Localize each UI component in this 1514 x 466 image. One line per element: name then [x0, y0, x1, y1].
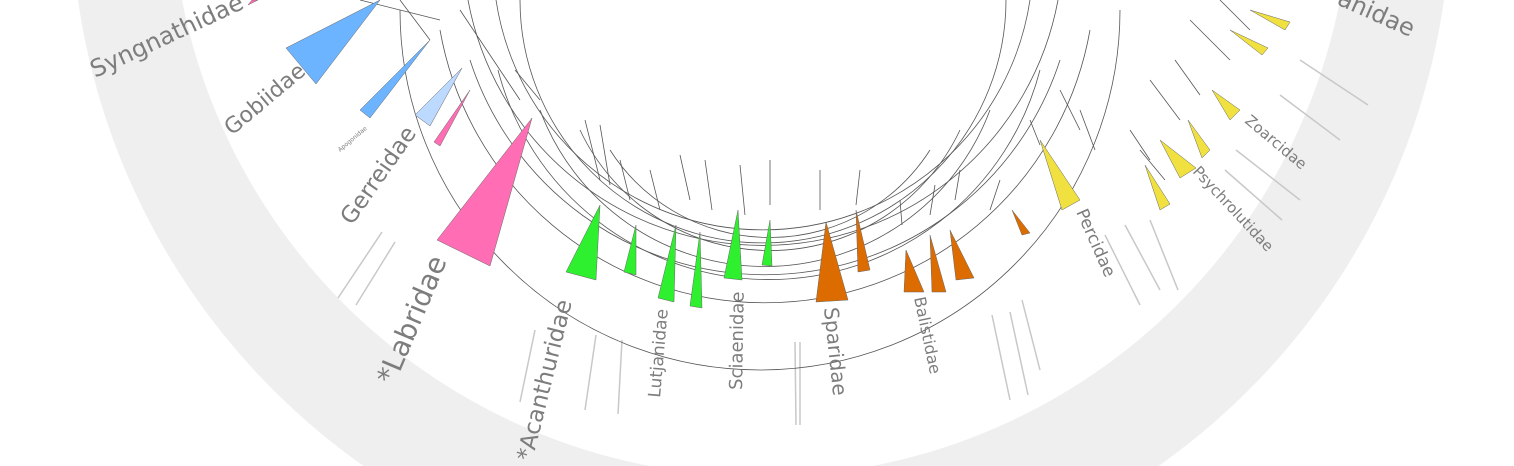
label-balistidae: Balistidae [910, 295, 945, 376]
clade-sciaenidae-2 [761, 219, 773, 267]
clade-sciaenidae [723, 209, 743, 281]
label-gobiidae: Gobiidae [220, 59, 311, 141]
clade-orange-4 [1011, 209, 1031, 236]
clade-zoarcidae [1187, 119, 1211, 159]
clade-sparidae [815, 221, 849, 303]
clade-acanthuridae [565, 204, 601, 281]
clade-gobiidae [285, 0, 381, 85]
label-percidae: Percidae [1071, 206, 1119, 280]
clade-balistidae [903, 249, 925, 293]
clade-lutjanidae [657, 224, 677, 303]
clade-lutjanidae-2 [689, 231, 703, 309]
clade-yellow-5 [1229, 29, 1269, 56]
clade-yellow-6 [1249, 9, 1291, 31]
clade-psychrolutidae-2 [1159, 139, 1197, 179]
tree-branches [359, 0, 1251, 371]
clade-syngnathidae [247, 0, 259, 6]
clade-gerreidae [414, 67, 463, 127]
clade-acanthuridae-small [623, 224, 637, 276]
label-sparidae: Sparidae [819, 306, 852, 397]
clade-zoarcidae-2 [1211, 89, 1241, 121]
ring-marks [337, 59, 1369, 426]
label-apogonidae: Apogonidae [337, 125, 369, 154]
label-lutjanidae: Lutjanidae [645, 308, 673, 398]
clades [247, 0, 1291, 309]
clade-psychrolutidae [1144, 164, 1171, 211]
clade-syngnathidae-small [433, 89, 471, 147]
label-sciaenidae: Sciaenidae [726, 291, 749, 390]
clade-labridae [436, 117, 533, 267]
clade-percidae [1039, 139, 1081, 211]
clade-sparidae-2 [855, 209, 871, 273]
clade-balistidae-2 [929, 234, 947, 293]
clade-apogonidae [359, 39, 431, 119]
clade-orange-3 [949, 229, 975, 281]
